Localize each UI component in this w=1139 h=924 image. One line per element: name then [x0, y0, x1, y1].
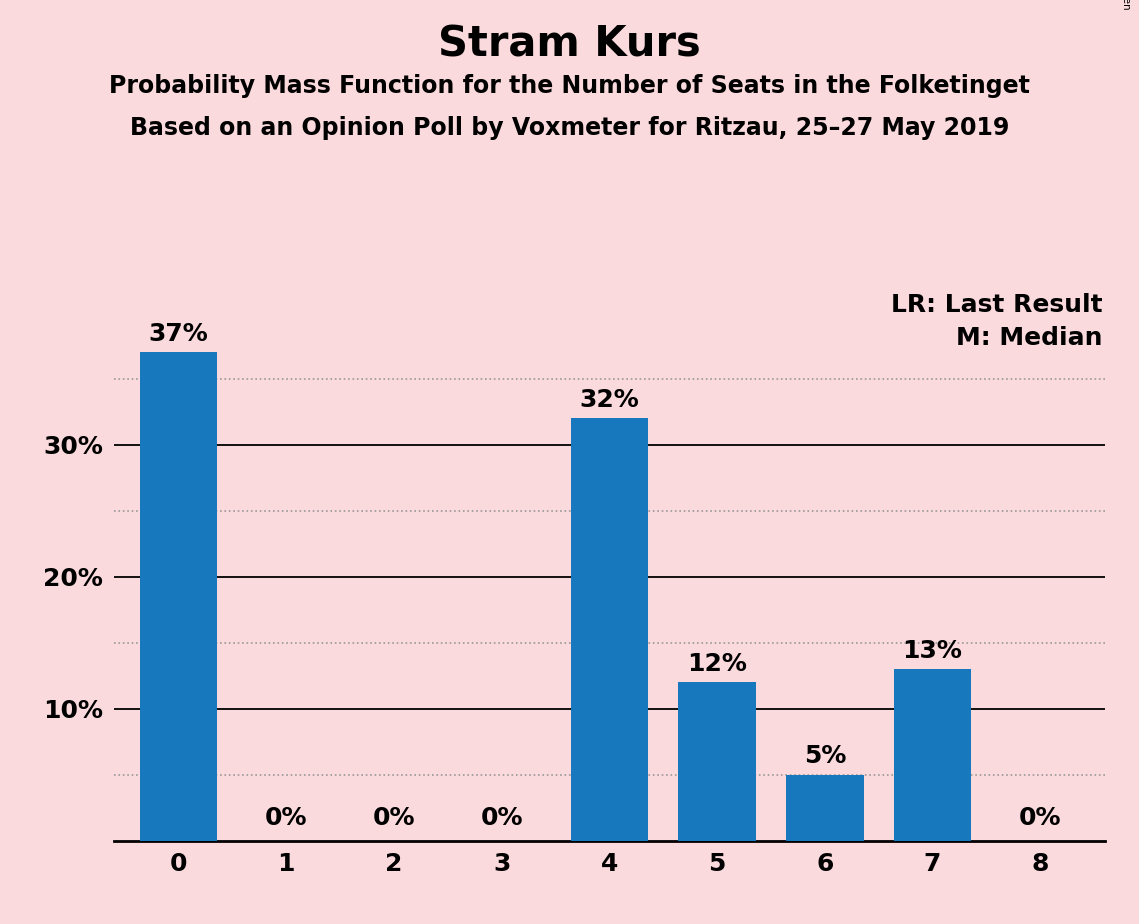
Bar: [894, 669, 972, 841]
Text: 0%: 0%: [481, 807, 523, 831]
Text: 37%: 37%: [149, 322, 208, 346]
Text: Based on an Opinion Poll by Voxmeter for Ritzau, 25–27 May 2019: Based on an Opinion Poll by Voxmeter for…: [130, 116, 1009, 140]
Text: 13%: 13%: [902, 638, 962, 663]
Text: Probability Mass Function for the Number of Seats in the Folketinget: Probability Mass Function for the Number…: [109, 74, 1030, 98]
Text: 32%: 32%: [580, 388, 639, 412]
Bar: [140, 352, 218, 841]
Text: © 2019 Filip van Laenen: © 2019 Filip van Laenen: [1121, 0, 1131, 9]
Text: LR: Last Result: LR: Last Result: [891, 293, 1103, 317]
Bar: [679, 683, 756, 841]
Text: 0%: 0%: [265, 807, 308, 831]
Text: Stram Kurs: Stram Kurs: [439, 23, 700, 65]
Text: 0%: 0%: [1019, 807, 1062, 831]
Bar: [786, 775, 863, 841]
Text: 0%: 0%: [372, 807, 416, 831]
Text: LR: LR: [155, 590, 202, 623]
Bar: [571, 419, 648, 841]
Text: M: Median: M: Median: [956, 326, 1103, 350]
Text: 12%: 12%: [687, 651, 747, 675]
Text: 5%: 5%: [804, 744, 846, 768]
Text: M: M: [592, 630, 626, 663]
